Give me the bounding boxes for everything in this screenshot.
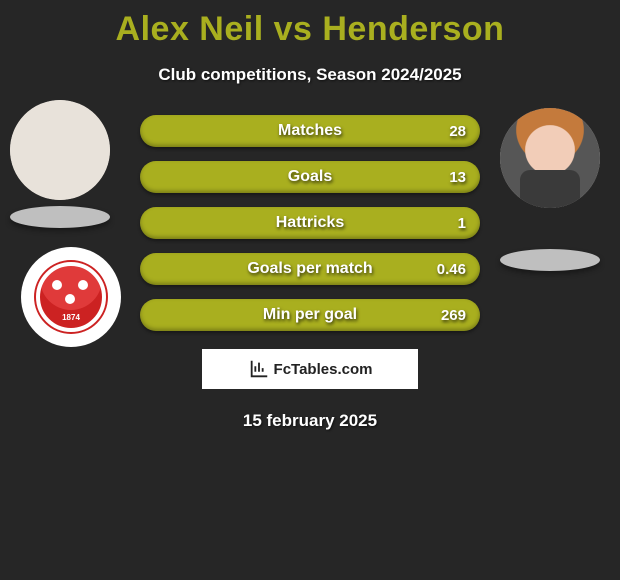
stat-bar: Goals13 [140, 161, 480, 193]
stat-bar-fill [140, 161, 480, 193]
silhouette-icon [10, 100, 110, 200]
player-avatar-right [500, 108, 600, 208]
club-pill-right [500, 249, 600, 271]
chart-icon [248, 358, 270, 380]
face-icon [500, 108, 600, 208]
attribution-text: FcTables.com [274, 361, 373, 378]
stat-bar-fill [140, 115, 480, 147]
stat-bar-fill [140, 299, 480, 331]
attribution-badge: FcTables.com [202, 349, 418, 389]
stat-bar: Matches28 [140, 115, 480, 147]
page-title: Alex Neil vs Henderson [0, 0, 620, 49]
stat-bar-value: 13 [449, 161, 466, 193]
player-avatar-left [10, 100, 110, 200]
stat-bars: Matches28 Goals13 Hattricks1 Goals per matc… [140, 115, 480, 331]
stat-bar-fill [140, 207, 480, 239]
stat-bar-value: 269 [441, 299, 466, 331]
date-text: 15 february 2025 [0, 411, 620, 431]
stat-bar: Min per goal269 [140, 299, 480, 331]
club-pill-left [10, 206, 110, 228]
subtitle: Club competitions, Season 2024/2025 [0, 65, 620, 85]
stat-bar-value: 1 [458, 207, 466, 239]
stat-bar: Goals per match0.46 [140, 253, 480, 285]
crest-year: 1874 [40, 313, 102, 322]
stat-bar-value: 0.46 [437, 253, 466, 285]
club-crest-left: 1874 [21, 247, 121, 347]
stat-bar: Hattricks1 [140, 207, 480, 239]
comparison-content: 1874 Matches28 Goals13 Hattricks1 Goals per… [0, 115, 620, 431]
stat-bar-fill [140, 253, 480, 285]
stat-bar-value: 28 [449, 115, 466, 147]
